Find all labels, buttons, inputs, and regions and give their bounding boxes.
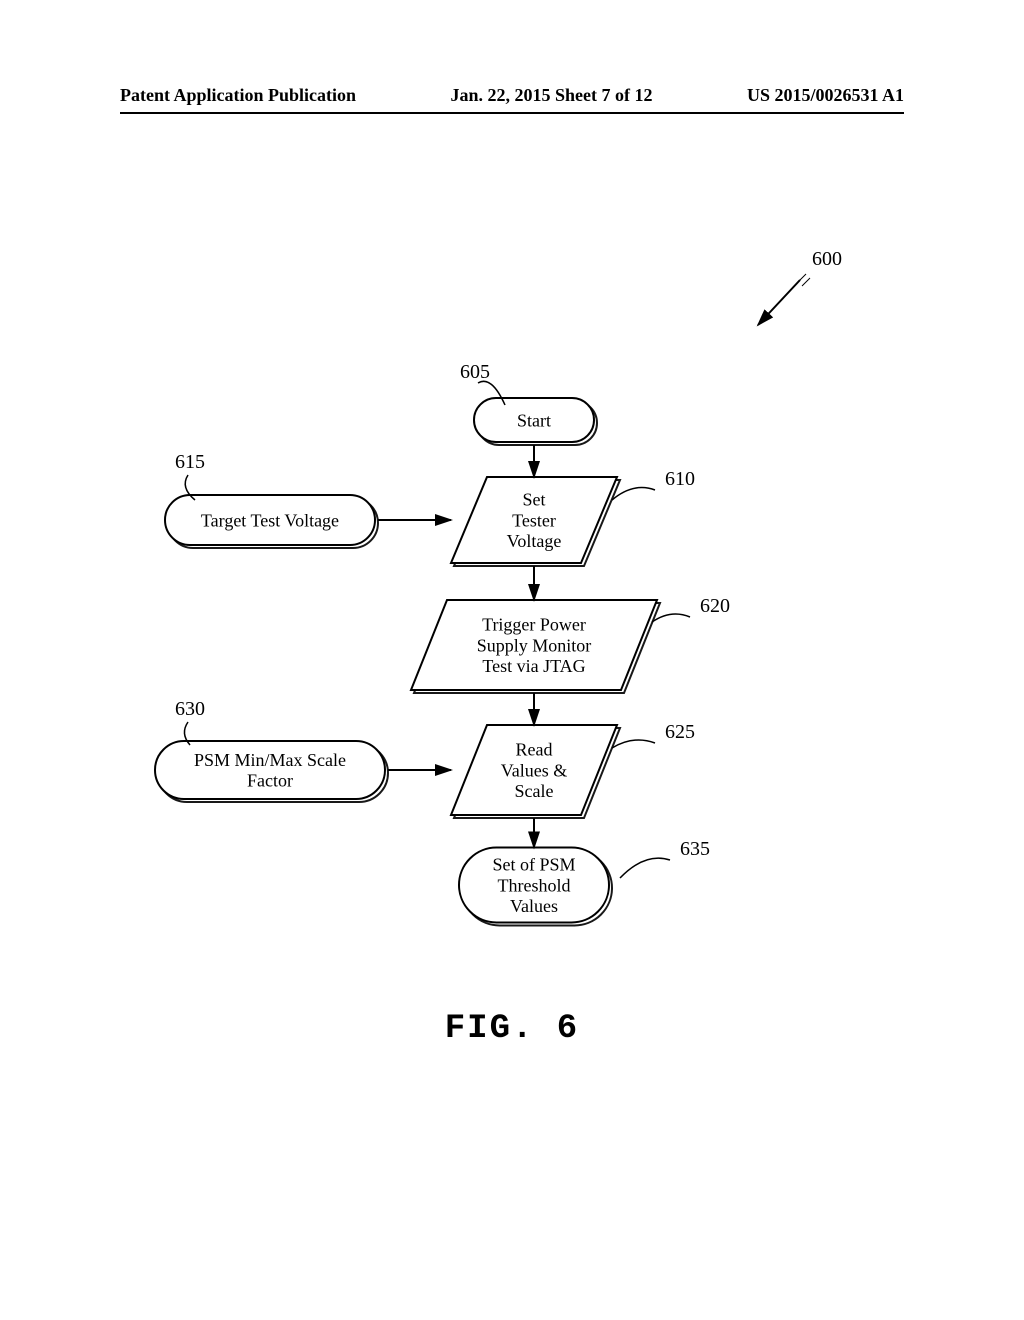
node-text-setpsm: Set of PSM	[492, 855, 575, 875]
ref-label-600: 600	[812, 248, 842, 270]
node-text-psmfactor: Factor	[247, 771, 293, 791]
page-header: Patent Application Publication Jan. 22, …	[0, 85, 1024, 106]
flowchart-diagram: 600 Start 605 SetTesterVoltage 610 Target Tes…	[0, 190, 1024, 1090]
header-left: Patent Application Publication	[120, 85, 356, 106]
node-text-setvoltage: Set	[522, 490, 545, 510]
node-text-read: Scale	[515, 781, 554, 801]
node-text-setpsm: Threshold	[498, 875, 571, 895]
ref-label-630: 630	[175, 698, 205, 720]
node-text-trigger: Trigger Power	[482, 615, 586, 635]
ref-label-635: 635	[680, 838, 710, 860]
node-text-trigger: Test via JTAG	[482, 656, 585, 676]
node-text-read: Read	[516, 740, 553, 760]
node-text-setvoltage: Tester	[512, 510, 556, 530]
ref-leader-625	[612, 740, 655, 748]
header-center: Jan. 22, 2015 Sheet 7 of 12	[451, 85, 653, 106]
ref-label-605: 605	[460, 361, 490, 383]
ref-leader-620	[652, 614, 690, 622]
node-text-setvoltage: Voltage	[507, 531, 562, 551]
ref-label-625: 625	[665, 721, 695, 743]
header-rule	[120, 112, 904, 114]
ref-label-620: 620	[700, 595, 730, 617]
figure-caption: FIG. 6	[0, 1010, 1024, 1048]
ref-leader-610	[612, 488, 655, 500]
node-text-start: Start	[517, 410, 551, 430]
node-text-setpsm: Values	[510, 896, 558, 916]
node-text-read: Values &	[501, 760, 568, 780]
node-text-targetv: Target Test Voltage	[201, 510, 339, 530]
node-text-trigger: Supply Monitor	[477, 635, 592, 655]
ref-label-610: 610	[665, 468, 695, 490]
node-text-psmfactor: PSM Min/Max Scale	[194, 750, 346, 770]
flowchart-svg: 600 Start 605 SetTesterVoltage 610 Target Tes…	[0, 190, 1024, 1090]
header-right: US 2015/0026531 A1	[747, 85, 904, 106]
ref-label-615: 615	[175, 451, 205, 473]
ref-leader-635	[620, 858, 670, 878]
ref-arrow-600	[758, 280, 800, 325]
